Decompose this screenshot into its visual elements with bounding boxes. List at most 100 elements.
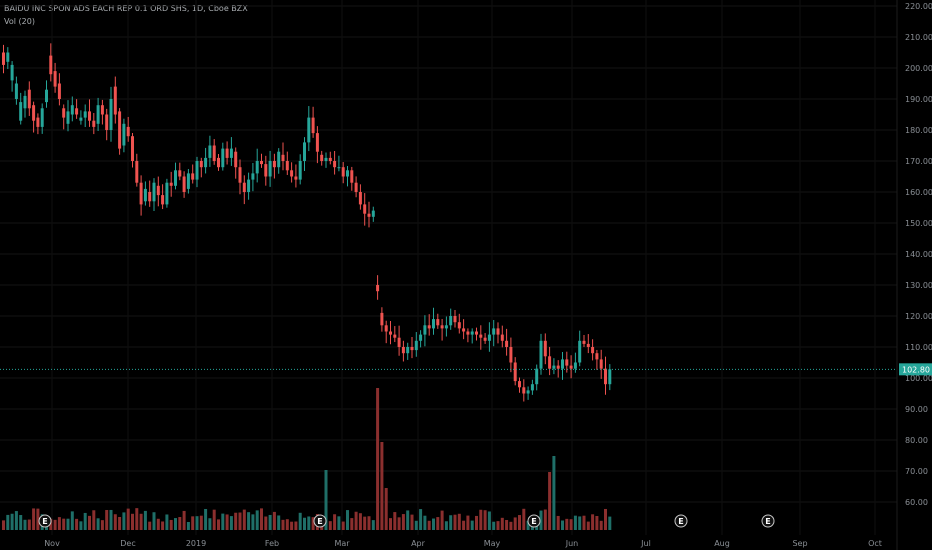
- volume-bar: [573, 515, 577, 530]
- volume-bar: [251, 514, 255, 530]
- candle-body: [410, 347, 414, 351]
- price-tick-label: 80.00: [905, 436, 928, 445]
- earnings-marker[interactable]: [674, 514, 688, 528]
- candle-body: [118, 111, 122, 149]
- candle-body: [96, 105, 100, 124]
- volume-bar: [191, 516, 195, 530]
- candle-body: [161, 195, 165, 205]
- candle-body: [165, 182, 169, 205]
- volume-bar: [389, 518, 392, 530]
- candle-body: [423, 325, 427, 335]
- candle-body: [14, 83, 18, 99]
- time-tick-label: Aug: [714, 539, 730, 548]
- candle-body: [315, 133, 319, 152]
- price-tick-label: 110.00: [905, 343, 932, 352]
- candle-body: [462, 328, 466, 332]
- candle-body: [397, 337, 401, 347]
- candle-body: [389, 331, 392, 335]
- volume-bar: [152, 512, 156, 530]
- earnings-marker[interactable]: [313, 514, 327, 528]
- candle-body: [229, 148, 233, 158]
- candle-body: [371, 210, 375, 217]
- volume-bar: [436, 517, 440, 530]
- candle-body: [350, 170, 354, 183]
- earnings-marker[interactable]: [38, 514, 52, 528]
- price-tick-label: 120.00: [905, 312, 932, 321]
- volume-bar: [328, 521, 332, 530]
- volume-bar: [242, 509, 246, 530]
- candle-body: [10, 64, 14, 81]
- earnings-marker[interactable]: [761, 514, 775, 528]
- candle-body: [393, 334, 397, 338]
- volume-bar: [178, 517, 182, 530]
- earnings-marker[interactable]: [527, 514, 541, 528]
- volume-bar: [522, 508, 526, 530]
- candle-body: [152, 182, 156, 202]
- volume-bar: [483, 510, 487, 530]
- volume-bar: [113, 514, 117, 530]
- earnings-marker-label: E: [531, 517, 536, 526]
- candle-body: [268, 161, 272, 177]
- candle-body: [565, 359, 569, 366]
- candle-body: [328, 157, 332, 161]
- candle-body: [195, 161, 199, 180]
- candle-body: [444, 325, 448, 329]
- candle-body: [212, 145, 216, 161]
- candle-body: [535, 368, 539, 385]
- volume-bar: [457, 513, 461, 530]
- volume-bar: [143, 510, 147, 530]
- volume-bar: [281, 519, 285, 530]
- candle-body: [70, 105, 74, 115]
- volume-bar: [19, 515, 23, 530]
- price-tick-label: 200.00: [905, 64, 932, 73]
- volume-bar: [83, 512, 87, 530]
- volume-bar: [70, 511, 74, 530]
- volume-bar: [586, 521, 590, 530]
- volume-bar: [32, 508, 36, 530]
- candle-body: [260, 161, 263, 165]
- volume-bar: [509, 521, 513, 530]
- volume-bar: [169, 519, 173, 530]
- price-tick-label: 90.00: [905, 405, 928, 414]
- candle-body: [307, 117, 311, 143]
- candle-body: [530, 384, 534, 391]
- candle-body: [126, 126, 130, 137]
- candle-body: [62, 108, 66, 118]
- grid: [0, 0, 897, 535]
- candle-body: [19, 102, 23, 121]
- earnings-marker-label: E: [317, 517, 322, 526]
- volume-bar: [513, 517, 517, 530]
- price-tick-label: 210.00: [905, 33, 932, 42]
- volume-bar: [27, 519, 31, 530]
- price-tick-label: 190.00: [905, 95, 932, 104]
- candle-body: [49, 55, 53, 75]
- volume-bar: [479, 509, 483, 530]
- volume-bar: [277, 515, 281, 530]
- candle-body: [311, 117, 315, 134]
- candle-body: [221, 148, 225, 168]
- volume-bar: [6, 514, 10, 530]
- candle-body: [238, 167, 242, 183]
- candle-body: [449, 316, 453, 326]
- candle-body: [92, 120, 96, 127]
- time-tick-label: Sep: [792, 539, 807, 548]
- volume-bar: [397, 517, 401, 530]
- volume-bar: [290, 521, 294, 530]
- volume-bar: [105, 509, 109, 530]
- price-tick-label: 170.00: [905, 157, 932, 166]
- volume-bar: [526, 520, 530, 530]
- candle-body: [569, 365, 573, 369]
- candle-body: [358, 192, 362, 205]
- volume-bar: [303, 517, 306, 530]
- volume-bar: [367, 516, 371, 530]
- candle-body: [380, 312, 384, 326]
- candle-body: [255, 161, 259, 174]
- candle-body: [604, 368, 607, 385]
- candle-body: [586, 343, 590, 347]
- volume-bar: [393, 512, 397, 530]
- candle-body: [346, 170, 349, 177]
- price-tick-label: 160.00: [905, 188, 932, 197]
- volume-bar: [122, 512, 126, 530]
